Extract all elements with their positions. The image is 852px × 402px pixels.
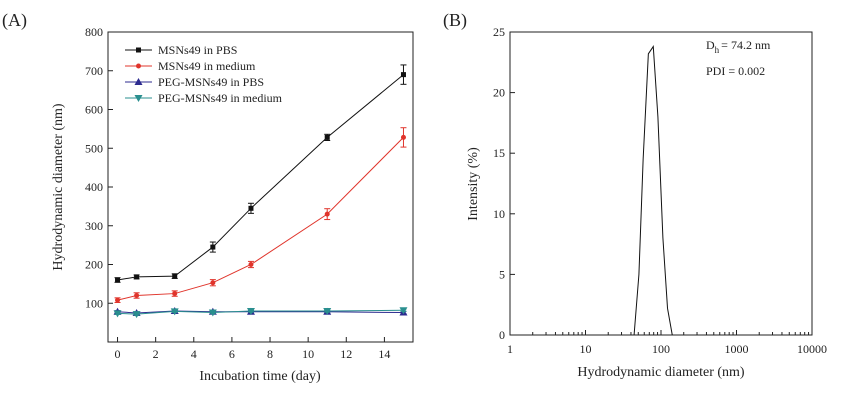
data-point [134, 274, 140, 280]
data-point [400, 134, 406, 140]
y-tick-label: 20 [493, 86, 505, 100]
x-tick-label: 1 [507, 342, 513, 356]
panel-label-a: (A) [2, 10, 27, 31]
data-point [248, 262, 254, 267]
y-tick-label: 5 [499, 267, 505, 281]
x-tick-label: 10 [580, 342, 592, 356]
data-point [208, 309, 217, 317]
data-point [248, 205, 254, 211]
legend-marker [136, 63, 141, 69]
dh-value: = 74.2 nm [721, 38, 771, 52]
data-point [323, 308, 332, 315]
x-tick-label: 10000 [797, 342, 827, 356]
y-tick-label: 0 [499, 328, 505, 342]
x-tick-label: 2 [153, 347, 159, 361]
y-tick-label: 25 [493, 25, 505, 39]
x-tick-label: 12 [340, 347, 352, 361]
panel-b-axes-ticks: 1 10 100 1000 10000 0 5 10 15 20 25 [493, 25, 827, 356]
data-point [172, 291, 178, 297]
data-point [115, 277, 121, 283]
data-point [115, 297, 121, 303]
data-point [246, 308, 255, 315]
y-tick-label: 15 [493, 146, 505, 160]
x-tick-label: 100 [652, 342, 670, 356]
data-point [172, 273, 178, 279]
y-tick-label: 300 [85, 219, 103, 233]
series-msns49-in-pbs [114, 64, 407, 283]
data-point [210, 280, 216, 286]
legend-label: PEG-MSNs49 in PBS [158, 75, 264, 89]
legend-marker [134, 78, 143, 85]
y-tick-label: 200 [85, 258, 103, 272]
data-point [134, 293, 140, 298]
panel-b-series [633, 45, 673, 336]
panel-a-legend: MSNs49 in PBS MSNs49 in medium PEG-MSNs49 … [125, 43, 283, 105]
panel-b-x-axis-label: Hydrodynamic diameter (nm) [577, 365, 745, 380]
legend-label: PEG-MSNs49 in medium [158, 91, 283, 105]
panel-a-series [113, 64, 408, 319]
size-distribution-line [633, 45, 673, 336]
x-tick-label: 14 [378, 347, 390, 361]
x-tick-label: 6 [229, 347, 235, 361]
series-msns49-in-medium [114, 127, 407, 303]
y-tick-label: 10 [493, 207, 505, 221]
dh-subscript: h [715, 45, 720, 55]
y-tick-label: 500 [85, 141, 103, 155]
panel-a-x-axis-label: Incubation time (day) [199, 369, 321, 384]
series-line [117, 74, 404, 281]
panel-label-b: (B) [443, 10, 467, 31]
panel-a-axes-ticks: 0 2 4 6 8 10 12 14 100 200 300 400 500 600 700 800 [85, 25, 390, 361]
legend-marker [136, 47, 141, 53]
dh-annotation: Dh = 74.2 nm [706, 38, 771, 55]
y-tick-label: 600 [85, 103, 103, 117]
y-tick-label: 100 [85, 296, 103, 310]
pdi-annotation: PDI = 0.002 [706, 64, 765, 78]
x-tick-label: 4 [191, 347, 197, 361]
data-point [210, 244, 216, 250]
data-point [113, 310, 122, 318]
panel-a-y-axis-label: Hydrodynamic diameter (nm) [51, 103, 66, 271]
data-point [324, 211, 330, 217]
dh-symbol: D [706, 38, 715, 52]
series-line [117, 137, 404, 301]
legend-label: MSNs49 in PBS [158, 43, 237, 57]
legend-marker [134, 95, 143, 102]
panel-b-y-axis-label: Intensity (%) [466, 147, 481, 221]
data-point [170, 308, 179, 316]
data-point [324, 134, 330, 140]
x-tick-label: 10 [302, 347, 314, 361]
data-point [400, 72, 406, 78]
y-tick-label: 800 [85, 25, 103, 39]
data-point [132, 311, 141, 319]
y-tick-label: 700 [85, 64, 103, 78]
series-peg-msns49-in-medium [113, 307, 408, 319]
y-tick-label: 400 [85, 180, 103, 194]
data-point [399, 307, 408, 315]
x-tick-label: 0 [115, 347, 121, 361]
x-tick-label: 8 [267, 347, 273, 361]
x-tick-label: 1000 [725, 342, 749, 356]
legend-label: MSNs49 in medium [158, 59, 256, 73]
